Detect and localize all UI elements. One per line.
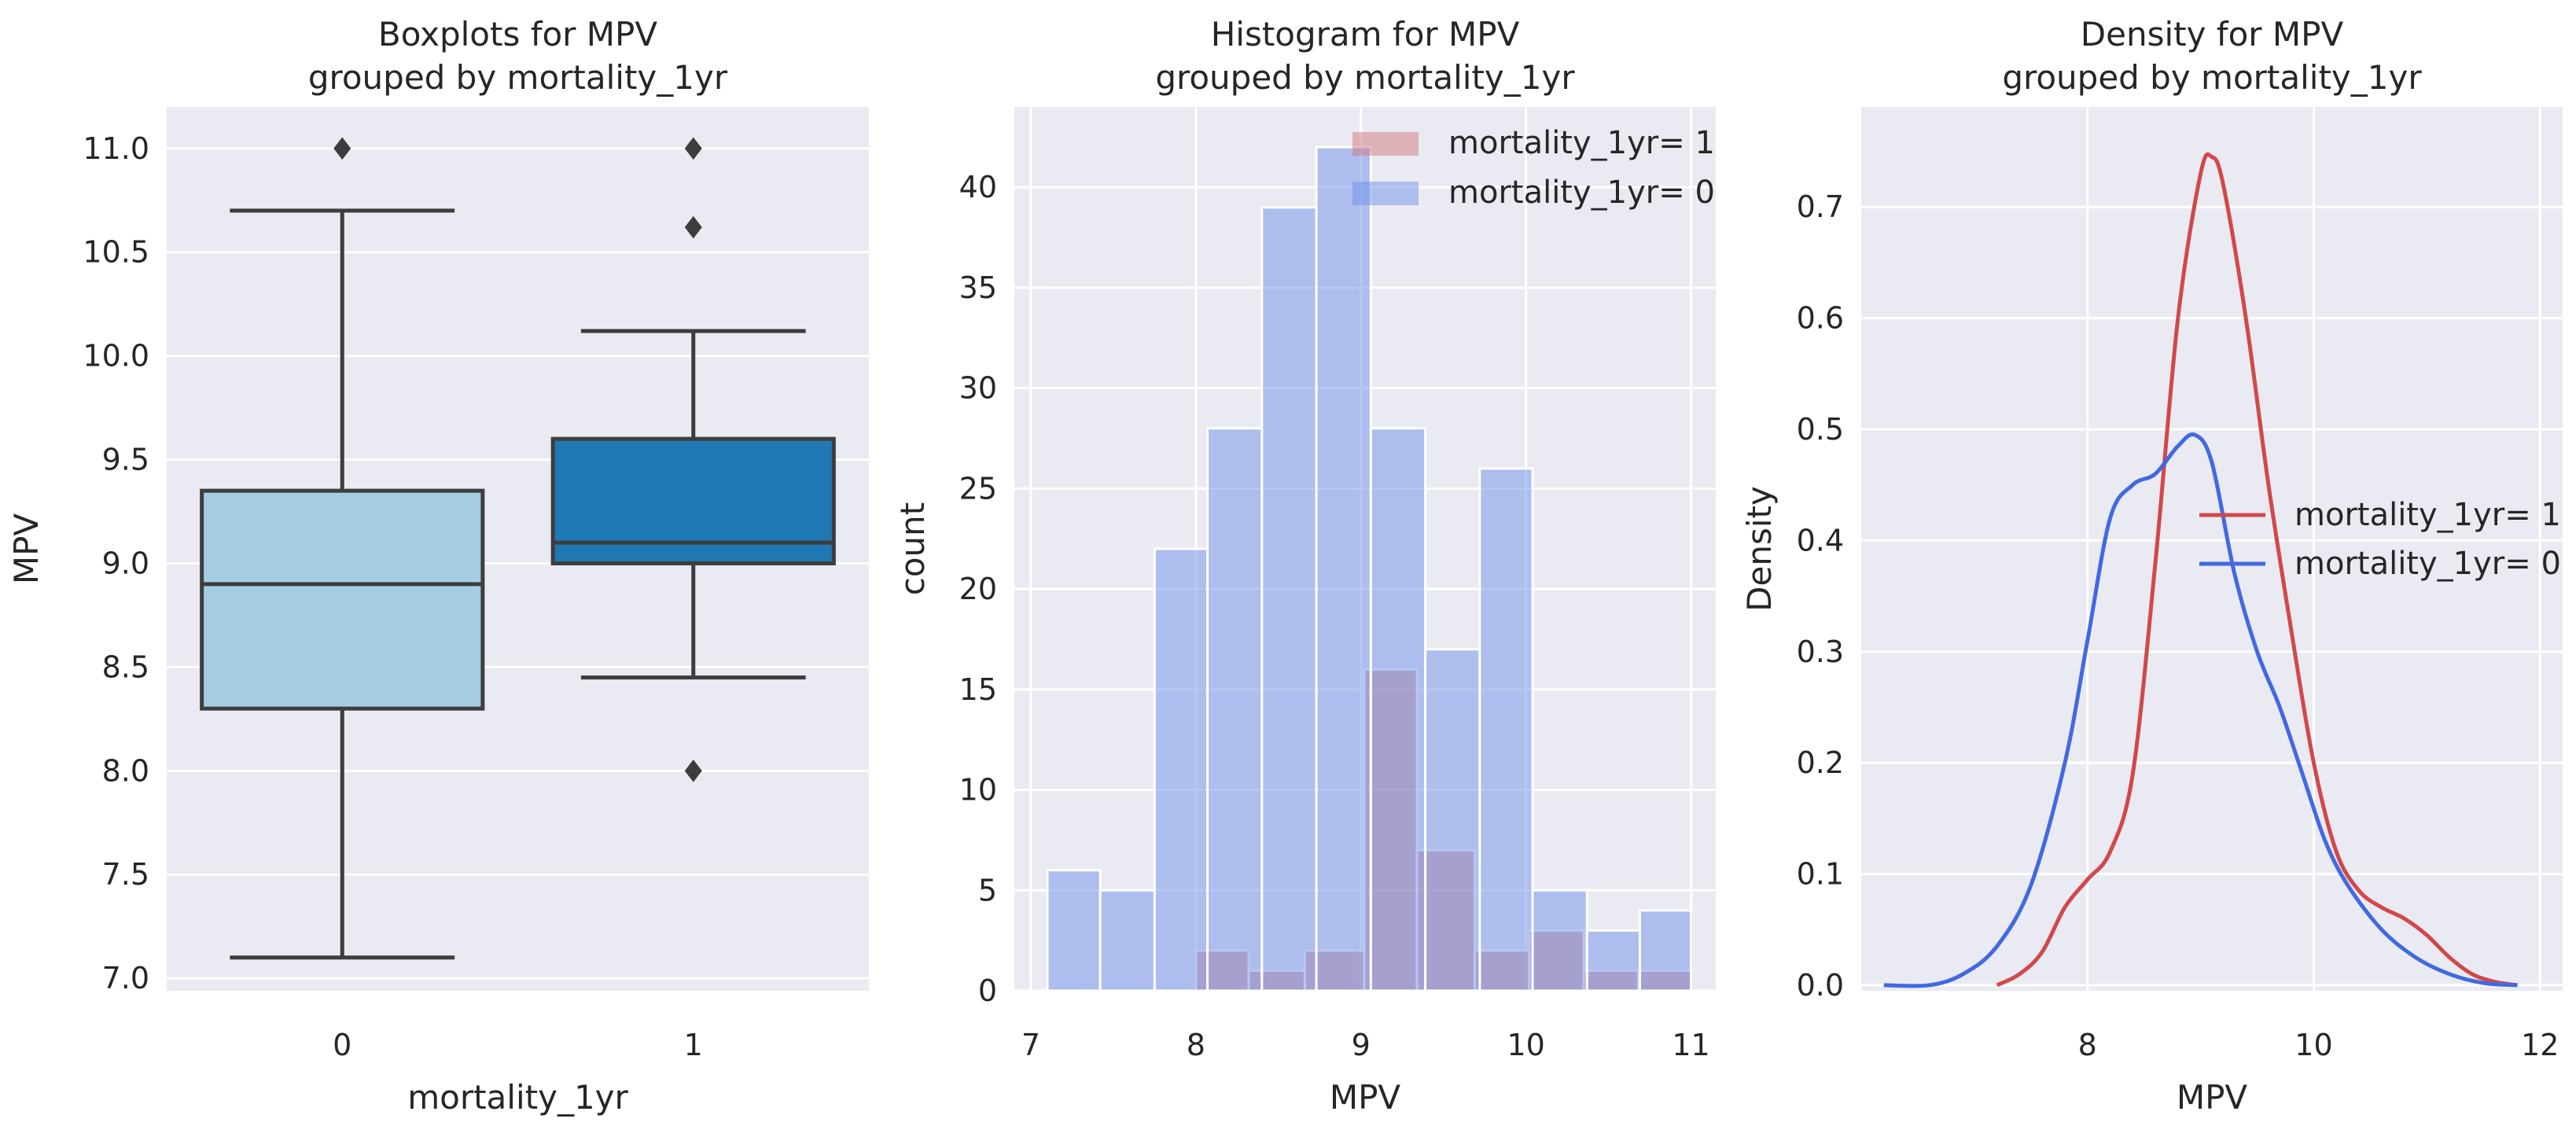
y-tick-label: 15 — [959, 672, 997, 707]
y-tick-label: 40 — [959, 170, 997, 204]
plot-area — [1861, 107, 2563, 991]
y-tick-label: 8.5 — [102, 649, 149, 684]
outlier-point — [333, 137, 351, 160]
x-tick-label: 12 — [2521, 1028, 2559, 1062]
chart-title-line: grouped by mortality_1yr — [2002, 58, 2422, 97]
y-tick-label: 30 — [959, 371, 997, 406]
histogram-bar — [1098, 889, 1156, 992]
x-tick-label: 11 — [1672, 1028, 1709, 1062]
y-tick-label: 0.7 — [1797, 190, 1844, 224]
y-axis-label: MPV — [7, 513, 46, 585]
y-tick-label: 20 — [959, 572, 997, 606]
legend-label: mortality_1yr= 1 — [2294, 497, 2561, 533]
outlier-point — [684, 215, 702, 239]
legend-swatch — [1352, 132, 1419, 156]
legend-label: mortality_1yr= 0 — [2294, 546, 2561, 582]
chart-title-line: grouped by mortality_1yr — [1155, 58, 1575, 97]
chart-title-line: Boxplots for MPV — [378, 15, 657, 53]
chart-title-line: Histogram for MPV — [1211, 15, 1520, 53]
y-tick-label: 7.5 — [102, 857, 149, 892]
chart-title-line: grouped by mortality_1yr — [308, 58, 728, 97]
histogram-bar — [1638, 909, 1693, 992]
histogram-bar — [1153, 547, 1209, 992]
x-tick-label: 8 — [2078, 1028, 2097, 1062]
outlier-point — [684, 137, 702, 160]
histogram-bar — [1478, 467, 1534, 992]
chart-title-line: Density for MPV — [2081, 15, 2344, 53]
legend-swatch — [1352, 182, 1419, 205]
legend-label: mortality_1yr= 0 — [1448, 175, 1715, 211]
x-tick-label: 9 — [1352, 1028, 1371, 1062]
density-line-series-1 — [1996, 152, 2518, 988]
chart-panel-1: Boxplots for MPV grouped by mortality_1yr… — [7, 15, 869, 1117]
density-line-series-2 — [1883, 432, 2518, 988]
y-tick-label: 10 — [959, 773, 997, 808]
x-tick-label: 8 — [1187, 1028, 1205, 1062]
box-1 — [550, 137, 836, 782]
y-tick-label: 9.0 — [102, 546, 149, 580]
y-tick-label: 0.1 — [1797, 857, 1844, 892]
x-axis-label: MPV — [1330, 1078, 1401, 1117]
y-axis-label: Density — [1740, 486, 1779, 612]
x-tick-label: 10 — [2294, 1028, 2332, 1062]
y-tick-label: 10.0 — [83, 339, 149, 373]
histogram-bar — [1206, 427, 1264, 992]
legend: mortality_1yr= 1 mortality_1yr= 0 — [1352, 125, 1715, 211]
histogram-bar — [1424, 648, 1481, 992]
histogram-bar — [1369, 427, 1427, 992]
y-tick-label: 8.0 — [102, 753, 149, 788]
x-tick-label: 7 — [1021, 1028, 1040, 1062]
histogram-bar — [1315, 145, 1372, 992]
x-tick-label: 0 — [333, 1028, 351, 1062]
y-tick-label: 7.0 — [102, 961, 149, 995]
y-tick-label: 11.0 — [83, 131, 149, 166]
outlier-point — [684, 760, 702, 782]
box-iqr — [200, 488, 485, 711]
legend: mortality_1yr= 1 mortality_1yr= 0 — [2199, 497, 2561, 582]
histogram-series-2 — [1046, 145, 1693, 992]
histogram-bar — [1585, 929, 1641, 992]
box-iqr — [550, 436, 836, 565]
x-tick-label: 10 — [1507, 1028, 1544, 1062]
y-tick-label: 25 — [959, 471, 997, 506]
y-tick-label: 5 — [978, 873, 997, 907]
histogram-bar — [1531, 889, 1588, 992]
x-axis-label: mortality_1yr — [407, 1078, 628, 1117]
y-tick-label: 0.2 — [1797, 745, 1844, 780]
y-tick-label: 0.5 — [1797, 412, 1844, 447]
x-axis-label: MPV — [2177, 1078, 2248, 1117]
y-tick-label: 0.3 — [1797, 635, 1844, 669]
chart-panel-3: Density for MPV grouped by mortality_1yr 0… — [1740, 15, 2563, 1117]
x-tick-label: 1 — [684, 1028, 703, 1062]
legend-label: mortality_1yr= 1 — [1448, 125, 1715, 161]
y-tick-label: 0 — [978, 973, 997, 1008]
y-tick-label: 0.0 — [1797, 968, 1844, 1003]
y-axis-label: count — [893, 502, 932, 596]
histogram-bar — [1046, 869, 1102, 992]
y-tick-label: 9.5 — [102, 443, 149, 477]
y-tick-label: 0.6 — [1797, 301, 1844, 336]
y-tick-label: 10.5 — [83, 235, 149, 270]
box-0 — [200, 137, 485, 960]
histogram-bar — [1260, 206, 1318, 992]
y-tick-label: 35 — [959, 270, 997, 305]
chart-panel-2: Histogram for MPV grouped by mortality_1y… — [893, 15, 1716, 1117]
y-tick-label: 0.4 — [1797, 523, 1844, 557]
